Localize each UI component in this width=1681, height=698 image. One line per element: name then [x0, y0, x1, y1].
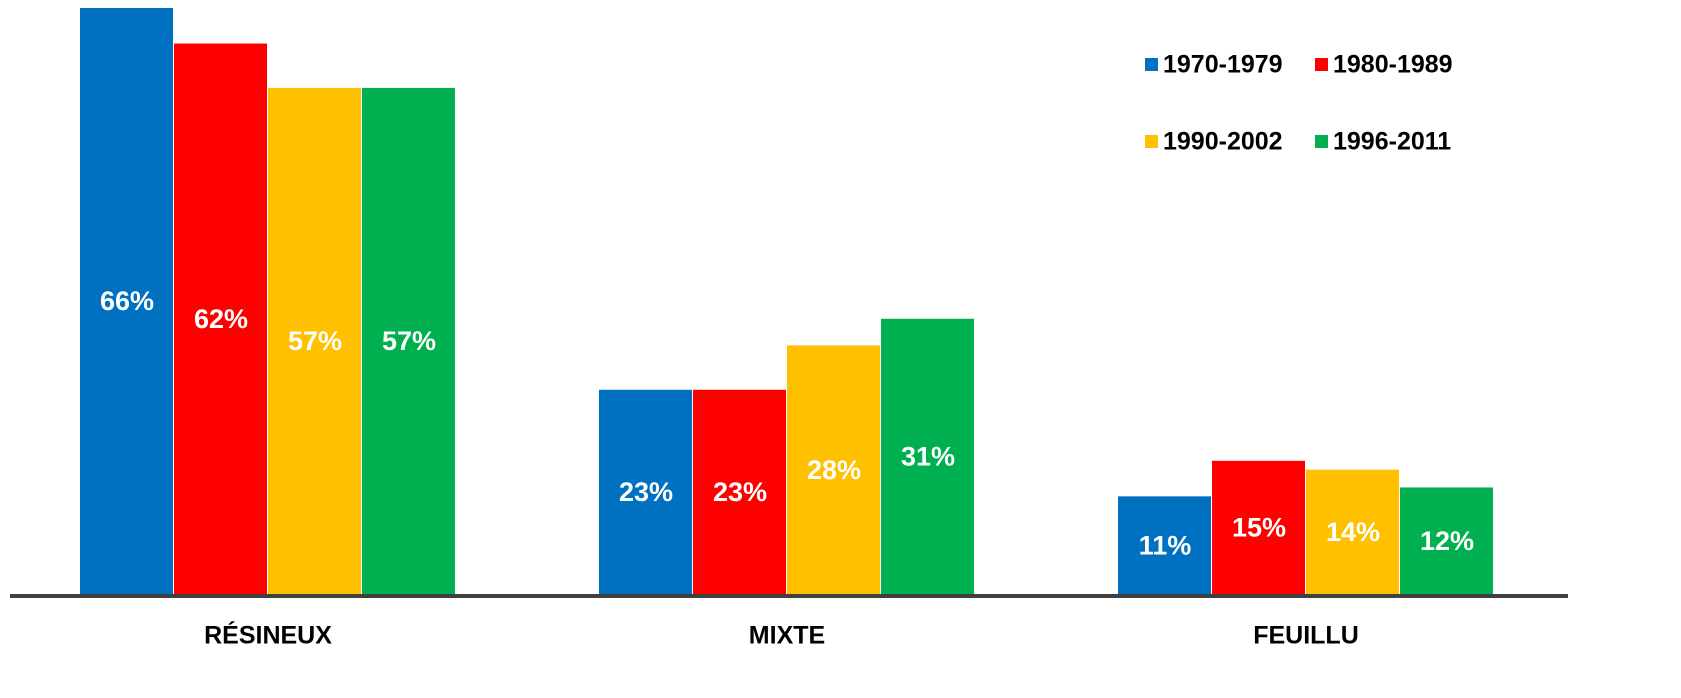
- value-label: 15%: [1232, 513, 1286, 543]
- bar: [693, 389, 786, 594]
- value-label: 28%: [807, 455, 861, 485]
- value-label: 12%: [1420, 526, 1474, 556]
- bar: [362, 87, 455, 594]
- bar: [881, 318, 974, 594]
- legend-label: 1970-1979: [1163, 51, 1283, 79]
- value-label: 62%: [194, 304, 248, 334]
- value-label: 57%: [288, 326, 342, 356]
- value-label: 57%: [382, 326, 436, 356]
- bar: [787, 345, 880, 594]
- legend-swatch: [1145, 135, 1158, 148]
- value-label: 66%: [100, 286, 154, 316]
- value-label: 31%: [901, 442, 955, 472]
- bar: [80, 8, 173, 594]
- bar: [1118, 496, 1211, 594]
- legend-swatch: [1315, 58, 1328, 71]
- bar: [1400, 487, 1493, 594]
- bar: [268, 87, 361, 594]
- legend-label: 1996-2011: [1333, 128, 1451, 156]
- legend-swatch: [1145, 58, 1158, 71]
- value-label: 11%: [1139, 530, 1192, 560]
- category-label: FEUILLU: [1253, 622, 1359, 650]
- legend-label: 1990-2002: [1163, 128, 1283, 156]
- value-label: 23%: [713, 477, 767, 507]
- bar: [1212, 460, 1305, 594]
- bar: [599, 389, 692, 594]
- value-label: 23%: [619, 477, 673, 507]
- legend-label: 1980-1989: [1333, 51, 1453, 79]
- bar: [174, 43, 267, 595]
- category-label: RÉSINEUX: [204, 621, 332, 650]
- category-label: MIXTE: [749, 622, 825, 650]
- legend-swatch: [1315, 135, 1328, 148]
- bar: [1306, 469, 1399, 594]
- value-label: 14%: [1326, 517, 1380, 547]
